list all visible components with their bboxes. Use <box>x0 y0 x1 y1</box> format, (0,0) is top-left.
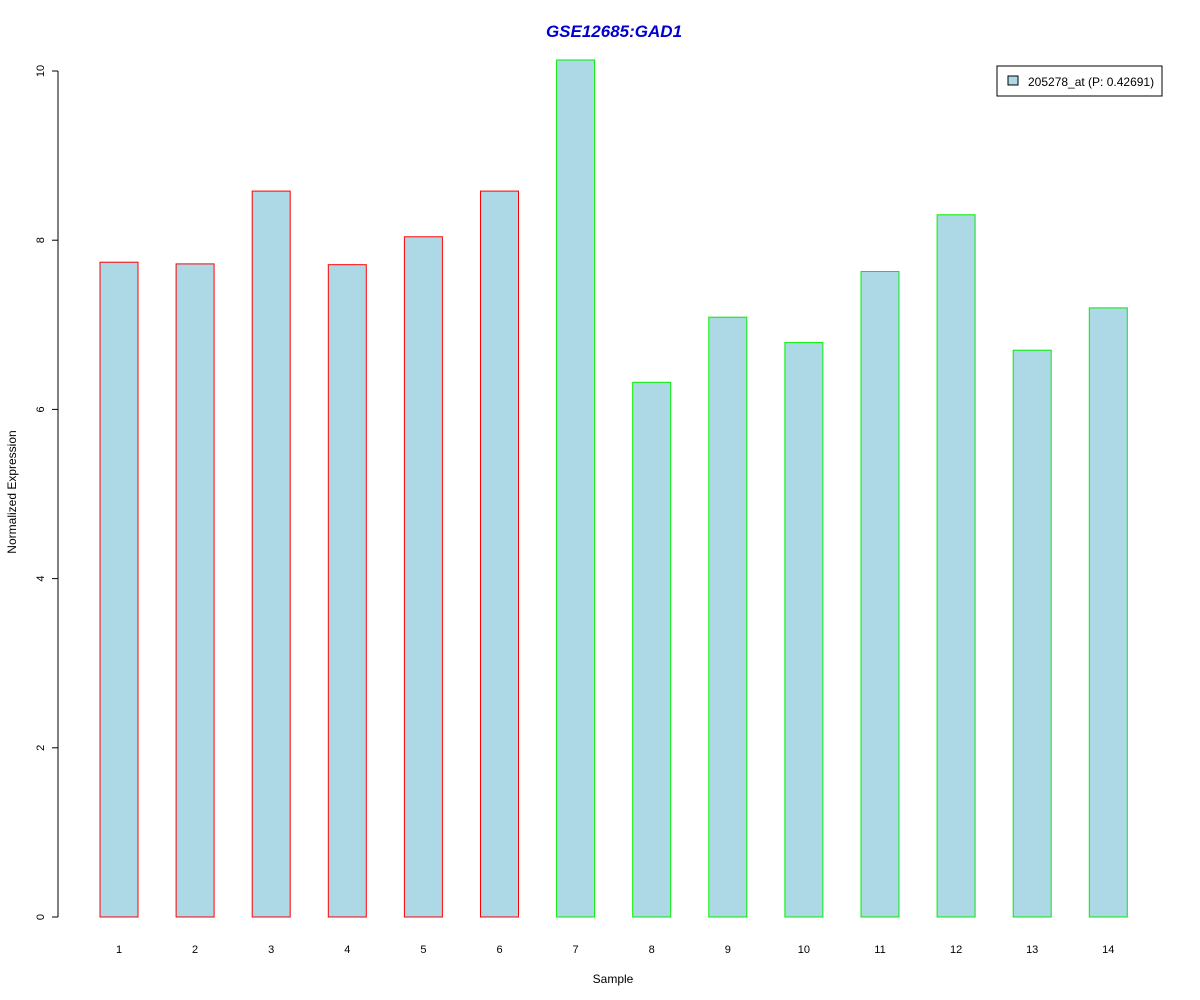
y-tick-label: 8 <box>35 237 47 243</box>
x-tick-label: 5 <box>420 944 426 956</box>
y-tick-label: 6 <box>35 406 47 412</box>
x-tick-label: 6 <box>496 944 502 956</box>
bar-sample-10 <box>784 342 824 918</box>
bar-sample-13 <box>1012 349 1052 918</box>
x-tick-label: 1 <box>116 944 122 956</box>
bar-sample-6 <box>480 190 519 918</box>
x-tick-label: 10 <box>798 944 810 956</box>
x-tick-label: 13 <box>1026 944 1038 956</box>
x-tick-label: 2 <box>192 944 198 956</box>
y-axis-ticks: 0 2 4 6 8 10 <box>35 65 58 920</box>
x-tick-label: 7 <box>573 944 579 956</box>
x-tick-label: 9 <box>725 944 731 956</box>
bar-sample-5 <box>403 236 443 918</box>
y-tick-label: 0 <box>35 914 47 920</box>
y-axis-label: Normalized Expression <box>5 430 19 553</box>
x-tick-label: 11 <box>874 944 885 956</box>
x-tick-label: 3 <box>268 944 274 956</box>
bar-sample-11 <box>860 271 900 918</box>
legend-swatch-icon <box>1007 75 1019 86</box>
y-tick-label: 10 <box>35 65 47 77</box>
bar-sample-8 <box>632 381 672 918</box>
bar-sample-9 <box>708 316 748 918</box>
x-tick-label: 4 <box>344 944 350 956</box>
x-tick-label: 8 <box>649 944 655 956</box>
bar-sample-2 <box>175 263 215 918</box>
x-tick-label: 12 <box>950 944 962 956</box>
bar-sample-12 <box>936 214 976 918</box>
y-tick-label: 2 <box>35 745 47 751</box>
bar-sample-4 <box>327 264 367 918</box>
x-axis-label: Sample <box>593 972 634 986</box>
y-tick-label: 4 <box>35 576 47 582</box>
chart-title: GSE12685:GAD1 <box>546 22 682 41</box>
bars-group <box>99 59 1128 918</box>
x-tick-label: 14 <box>1102 944 1114 956</box>
legend: 205278_at (P: 0.42691) <box>996 65 1163 97</box>
x-axis-tick-labels: 1 2 3 4 5 6 7 8 9 10 11 12 13 14 <box>116 944 1114 956</box>
legend-box <box>996 65 1163 97</box>
bar-sample-14 <box>1088 307 1128 918</box>
bar-sample-1 <box>99 261 139 918</box>
legend-label: 205278_at (P: 0.42691) <box>1028 75 1154 89</box>
bar-sample-3 <box>251 190 291 918</box>
bar-sample-7 <box>556 59 596 918</box>
